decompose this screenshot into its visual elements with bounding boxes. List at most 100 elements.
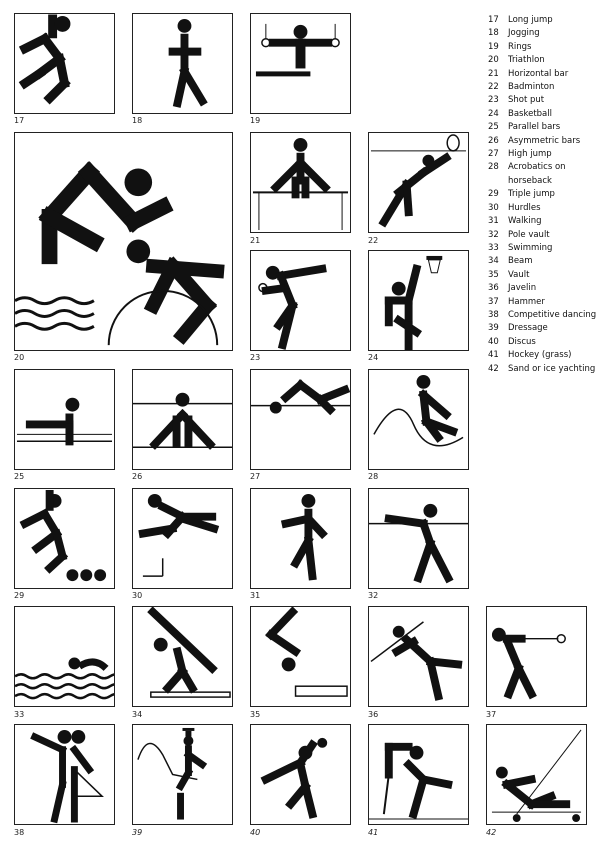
pictogram-parallel-bars [14,369,115,470]
legend-label: Parallel bars [508,122,561,133]
pictogram-number: 20 [14,353,25,362]
jogging-icon [168,18,208,108]
legend-label: Asymmetric bars [508,135,581,146]
legend-number: 24 [488,108,499,119]
legend-number: 22 [488,82,499,93]
triple-jump-icon [19,489,107,582]
legend-item: 32 Pole vault [488,229,598,242]
pictogram-shot-put [250,250,351,351]
pictogram-asymmetric-bars [132,369,233,470]
legend-number: 21 [488,68,499,79]
pictogram-badminton [368,132,469,233]
legend-item: 19 Rings [488,41,598,54]
pictogram-number: 18 [132,116,143,125]
pictogram-jogging [132,13,233,114]
pictogram-number: 39 [132,828,143,837]
legend-number: 36 [488,283,499,294]
legend-number: 18 [488,28,499,39]
legend-number: 19 [488,41,499,52]
hockey-icon [369,742,468,820]
legend-number: 28 [488,162,499,173]
pictogram-number: 27 [250,472,261,481]
pictogram-rings [250,13,351,114]
legend-label: Acrobatics on horseback [508,162,566,186]
pictogram-number: 38 [14,828,25,837]
legend-label: Badminton [508,82,555,93]
pictogram-number: 32 [368,591,379,600]
triathlon-icon [15,161,225,346]
pictogram-horizontal-bar [250,132,351,233]
pictogram-long-jump [14,13,115,114]
legend-label: Dressage [508,323,548,334]
pictogram-high-jump [250,369,351,470]
pictogram-hammer [486,606,587,707]
pictogram-discus [250,724,351,825]
legend-number: 17 [488,15,499,25]
asymmetric-bars-icon [133,392,232,450]
walking-icon [280,493,328,581]
legend-label: Pole vault [508,229,550,240]
long-jump-icon [18,14,71,105]
legend-label: Triple jump [508,189,555,200]
hammer-icon [491,627,566,700]
legend-item: 31 Walking [488,215,598,228]
legend-item: 20 Triathlon [488,54,598,67]
legend-number: 20 [488,55,499,66]
rings-icon [255,23,340,77]
pictogram-number: 17 [14,116,25,125]
hurdles-icon [138,493,220,577]
pictogram-number: 19 [250,116,261,125]
legend-item: 29 Triple jump [488,188,598,201]
legend-label: Shot put [508,95,545,106]
legend-number: 40 [488,336,499,347]
legend-number: 30 [488,202,499,213]
legend-label: Walking [508,216,542,227]
pictogram-number: 21 [250,236,261,245]
pictogram-number: 24 [368,353,379,362]
legend-number: 37 [488,296,499,307]
swimming-icon [15,657,114,700]
pictogram-dressage [132,724,233,825]
legend-item: 42 Sand or ice yachting [488,363,598,376]
legend-label: Long jump [508,15,553,25]
javelin-icon [370,621,463,701]
legend-item: 39 Dressage [488,322,598,335]
pictogram-number: 40 [250,828,261,837]
pictogram-number: 37 [486,710,497,719]
pictogram-vault [250,606,351,707]
legend-label: Rings [508,41,532,52]
pictogram-beam [132,606,233,707]
legend-item: 27 High jump [488,148,598,161]
legend-item: 41 Hockey (grass) [488,349,598,362]
pictogram-pole-vault [368,488,469,589]
legend-label: Swimming [508,242,553,253]
pictogram-number: 31 [250,591,261,600]
pictogram-javelin [368,606,469,707]
legend-number: 25 [488,122,499,133]
legend-label: Vault [508,269,530,280]
pictogram-number: 36 [368,710,379,719]
legend-number: 26 [488,135,499,146]
pictogram-acrobatics-horseback [368,369,469,470]
legend-list: 17 Long jump 18 Jogging 19 Rings 20 Triathlo… [488,14,598,376]
legend-label: Discus [508,336,536,347]
pictogram-swimming [14,606,115,707]
legend-item: 33 Swimming [488,242,598,255]
legend-number: 38 [488,309,499,320]
legend-number: 34 [488,256,499,267]
legend-item: 30 Hurdles [488,202,598,215]
pictogram-basketball [368,250,469,351]
pictogram-number: 33 [14,710,25,719]
legend-item: 26 Asymmetric bars [488,135,598,148]
pictogram-hurdles [132,488,233,589]
legend-item: 18 Jogging [488,27,598,40]
vault-icon [265,607,348,697]
pictogram-triple-jump [14,488,115,589]
legend-label: Triathlon [508,55,545,66]
pictogram-hockey [368,724,469,825]
competitive-dancing-icon [30,729,104,824]
legend-number: 32 [488,229,499,240]
pictogram-walking [250,488,351,589]
pictogram-number: 26 [132,472,143,481]
legend-item: 17 Long jump [488,14,598,27]
